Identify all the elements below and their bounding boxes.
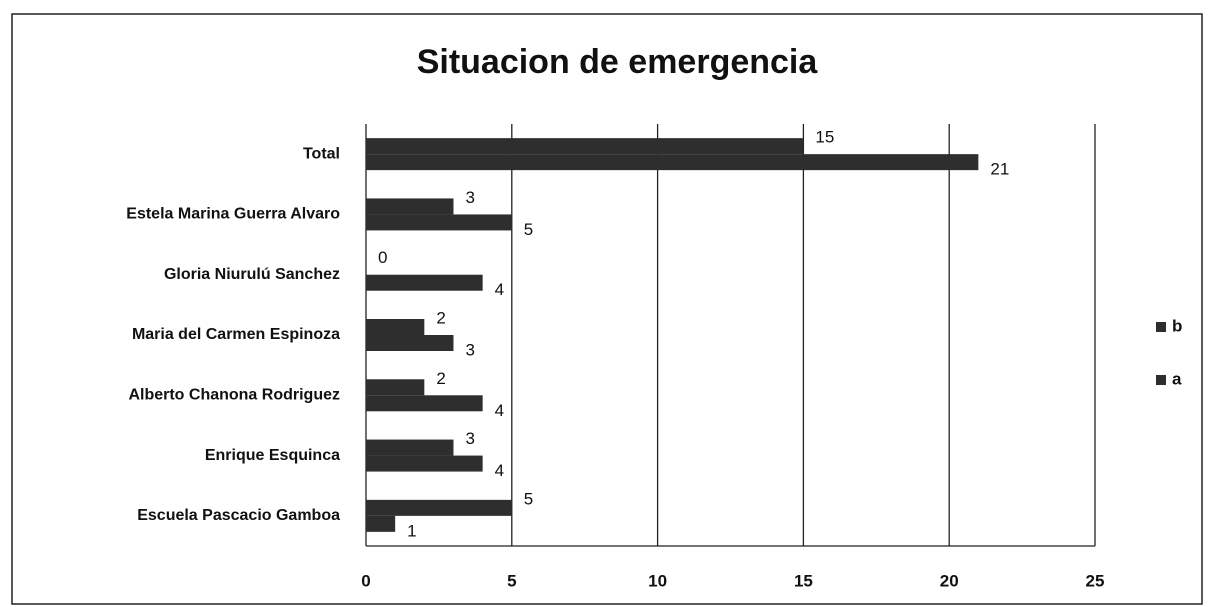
- legend-swatch: [1156, 322, 1166, 332]
- x-tick-label: 20: [940, 571, 959, 590]
- data-label: 5: [524, 220, 533, 239]
- bar: [366, 319, 425, 335]
- bar: [366, 379, 425, 396]
- data-label: 4: [495, 461, 504, 480]
- bar: [366, 274, 483, 291]
- bar: [366, 198, 454, 215]
- data-label: 4: [495, 280, 504, 299]
- bar: [366, 515, 396, 532]
- bar: [366, 154, 979, 171]
- x-tick-label: 15: [794, 571, 813, 590]
- data-label: 3: [465, 429, 474, 448]
- bar: [366, 439, 454, 456]
- data-label: 3: [465, 188, 474, 207]
- chart-frame: [11, 13, 1203, 605]
- data-label: 3: [465, 340, 474, 359]
- bar: [366, 138, 804, 155]
- data-label: 5: [524, 489, 533, 508]
- x-tick-label: 5: [507, 571, 516, 590]
- y-tick-label: Escuela Pascacio Gamboa: [137, 507, 340, 524]
- data-label: 0: [378, 248, 387, 267]
- y-tick-label: Gloria Niurulú Sanchez: [164, 266, 340, 283]
- data-label: 21: [990, 160, 1009, 179]
- data-label: 2: [436, 308, 445, 327]
- bar: [366, 335, 454, 351]
- x-tick-label: 0: [361, 571, 370, 590]
- x-tick-label: 10: [648, 571, 667, 590]
- bar: [366, 214, 512, 231]
- y-tick-label: Alberto Chanona Rodriguez: [128, 387, 340, 404]
- y-tick-label: Enrique Esquinca: [205, 447, 340, 464]
- y-tick-label: Total: [303, 145, 340, 162]
- data-label: 15: [815, 128, 834, 147]
- bar: [366, 455, 483, 472]
- data-label: 2: [436, 369, 445, 388]
- legend-label: b: [1172, 316, 1182, 335]
- legend-label: a: [1172, 369, 1182, 388]
- y-tick-label: Maria del Carmen Espinoza: [132, 326, 340, 343]
- chart-title: Situacion de emergencia: [417, 43, 819, 81]
- x-tick-label: 25: [1086, 571, 1105, 590]
- y-tick-label: Estela Marina Guerra Alvaro: [126, 206, 340, 223]
- data-label: 1: [407, 521, 416, 540]
- bar: [366, 499, 512, 516]
- bar: [366, 395, 483, 412]
- data-label: 4: [495, 401, 504, 420]
- legend-swatch: [1156, 375, 1166, 385]
